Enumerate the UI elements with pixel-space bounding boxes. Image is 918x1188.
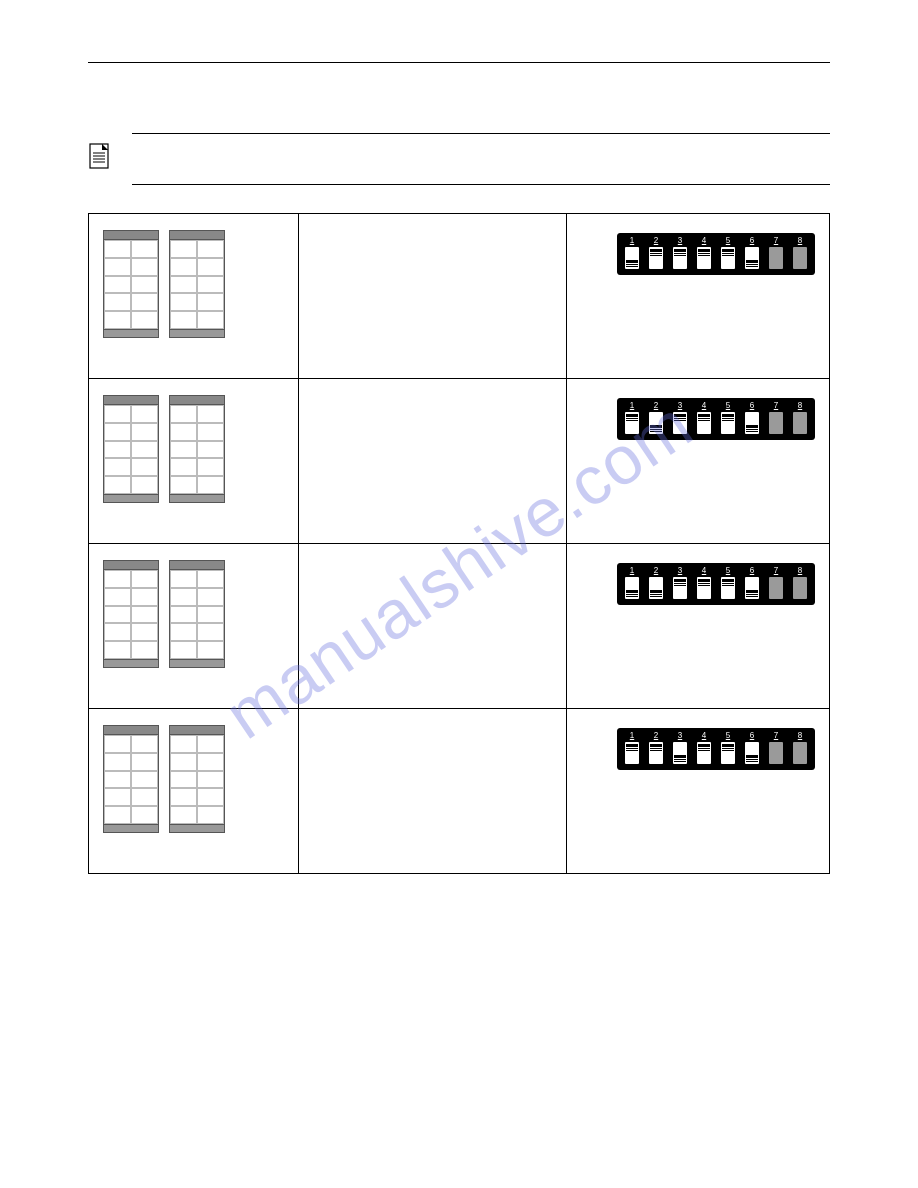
- table-row: 1 2 3 4 5 6 7 8: [89, 379, 830, 544]
- dip-switch-6: 6: [743, 567, 761, 599]
- dip-switch-7: 7: [767, 732, 785, 764]
- dip-label: 5: [726, 567, 730, 575]
- dip-cell: 1 2 3 4 5 6 7 8: [567, 544, 830, 709]
- dip-switch-8: 8: [791, 567, 809, 599]
- config-table: 1 2 3 4 5 6 7 8 1 2 3 4 5 6 7 8 1 2 3 4 5 6 7 8 1 2 3 4 5 6 7 8: [88, 213, 830, 874]
- dip-switch-2: 2: [647, 402, 665, 434]
- dip-label: 5: [726, 237, 730, 245]
- dip-switch-2: 2: [647, 237, 665, 269]
- cabinet-icon: [103, 395, 159, 505]
- dip-switch-8: 8: [791, 237, 809, 269]
- dip-switch-5: 5: [719, 567, 737, 599]
- dip-switch-6: 6: [743, 237, 761, 269]
- note-block: [88, 133, 830, 185]
- dip-switch-5: 5: [719, 237, 737, 269]
- dip-switch: 1 2 3 4 5 6 7 8: [617, 230, 815, 275]
- dip-switch-2: 2: [647, 567, 665, 599]
- dip-label: 3: [678, 237, 682, 245]
- dip-label: 2: [654, 732, 658, 740]
- description-cell: [299, 379, 567, 544]
- dip-label: 4: [702, 732, 706, 740]
- dip-label: 6: [750, 567, 754, 575]
- dip-switch-4: 4: [695, 237, 713, 269]
- dip-label: 1: [630, 567, 634, 575]
- table-row: 1 2 3 4 5 6 7 8: [89, 709, 830, 874]
- note-text: [132, 144, 830, 184]
- cabinet-icon: [169, 725, 225, 835]
- dip-label: 2: [654, 567, 658, 575]
- dip-switch-3: 3: [671, 402, 689, 434]
- cabinet-cell: [89, 214, 299, 379]
- dip-switch-7: 7: [767, 237, 785, 269]
- header-rule: [88, 62, 830, 63]
- dip-switch-5: 5: [719, 732, 737, 764]
- table-row: 1 2 3 4 5 6 7 8: [89, 214, 830, 379]
- dip-cell: 1 2 3 4 5 6 7 8: [567, 214, 830, 379]
- dip-label: 1: [630, 732, 634, 740]
- dip-label: 3: [678, 732, 682, 740]
- dip-label: 8: [798, 402, 802, 410]
- dip-label: 7: [774, 402, 778, 410]
- dip-label: 2: [654, 402, 658, 410]
- cabinet-icon: [103, 560, 159, 670]
- dip-label: 8: [798, 567, 802, 575]
- cabinet-cell: [89, 379, 299, 544]
- dip-switch-6: 6: [743, 732, 761, 764]
- dip-label: 4: [702, 402, 706, 410]
- dip-label: 4: [702, 237, 706, 245]
- dip-label: 7: [774, 237, 778, 245]
- description-cell: [299, 709, 567, 874]
- description-cell: [299, 214, 567, 379]
- cabinet-icon: [169, 395, 225, 505]
- dip-label: 5: [726, 402, 730, 410]
- dip-switch-3: 3: [671, 237, 689, 269]
- cabinet-icon: [169, 230, 225, 340]
- dip-switch-5: 5: [719, 402, 737, 434]
- dip-switch-1: 1: [623, 237, 641, 269]
- dip-switch-4: 4: [695, 567, 713, 599]
- dip-label: 7: [774, 567, 778, 575]
- dip-switch-1: 1: [623, 402, 641, 434]
- dip-switch-1: 1: [623, 732, 641, 764]
- dip-switch-2: 2: [647, 732, 665, 764]
- dip-switch-8: 8: [791, 732, 809, 764]
- dip-label: 3: [678, 402, 682, 410]
- dip-label: 6: [750, 732, 754, 740]
- dip-switch: 1 2 3 4 5 6 7 8: [617, 725, 815, 770]
- dip-switch-4: 4: [695, 402, 713, 434]
- note-rule-bottom: [132, 184, 830, 185]
- dip-label: 7: [774, 732, 778, 740]
- dip-switch-3: 3: [671, 567, 689, 599]
- dip-label: 8: [798, 732, 802, 740]
- dip-label: 1: [630, 237, 634, 245]
- dip-label: 2: [654, 237, 658, 245]
- dip-label: 3: [678, 567, 682, 575]
- dip-label: 5: [726, 732, 730, 740]
- dip-switch-1: 1: [623, 567, 641, 599]
- dip-switch-4: 4: [695, 732, 713, 764]
- cabinet-cell: [89, 544, 299, 709]
- dip-cell: 1 2 3 4 5 6 7 8: [567, 379, 830, 544]
- dip-switch-3: 3: [671, 732, 689, 764]
- dip-label: 6: [750, 237, 754, 245]
- dip-label: 1: [630, 402, 634, 410]
- note-rule-top: [132, 133, 830, 134]
- cabinet-icon: [103, 725, 159, 835]
- dip-label: 8: [798, 237, 802, 245]
- table-row: 1 2 3 4 5 6 7 8: [89, 544, 830, 709]
- note-icon: [88, 143, 110, 169]
- cabinet-icon: [169, 560, 225, 670]
- dip-label: 6: [750, 402, 754, 410]
- cabinet-icon: [103, 230, 159, 340]
- dip-switch-8: 8: [791, 402, 809, 434]
- dip-switch-7: 7: [767, 567, 785, 599]
- dip-switch: 1 2 3 4 5 6 7 8: [617, 560, 815, 605]
- dip-switch: 1 2 3 4 5 6 7 8: [617, 395, 815, 440]
- dip-switch-7: 7: [767, 402, 785, 434]
- description-cell: [299, 544, 567, 709]
- dip-switch-6: 6: [743, 402, 761, 434]
- dip-label: 4: [702, 567, 706, 575]
- dip-cell: 1 2 3 4 5 6 7 8: [567, 709, 830, 874]
- cabinet-cell: [89, 709, 299, 874]
